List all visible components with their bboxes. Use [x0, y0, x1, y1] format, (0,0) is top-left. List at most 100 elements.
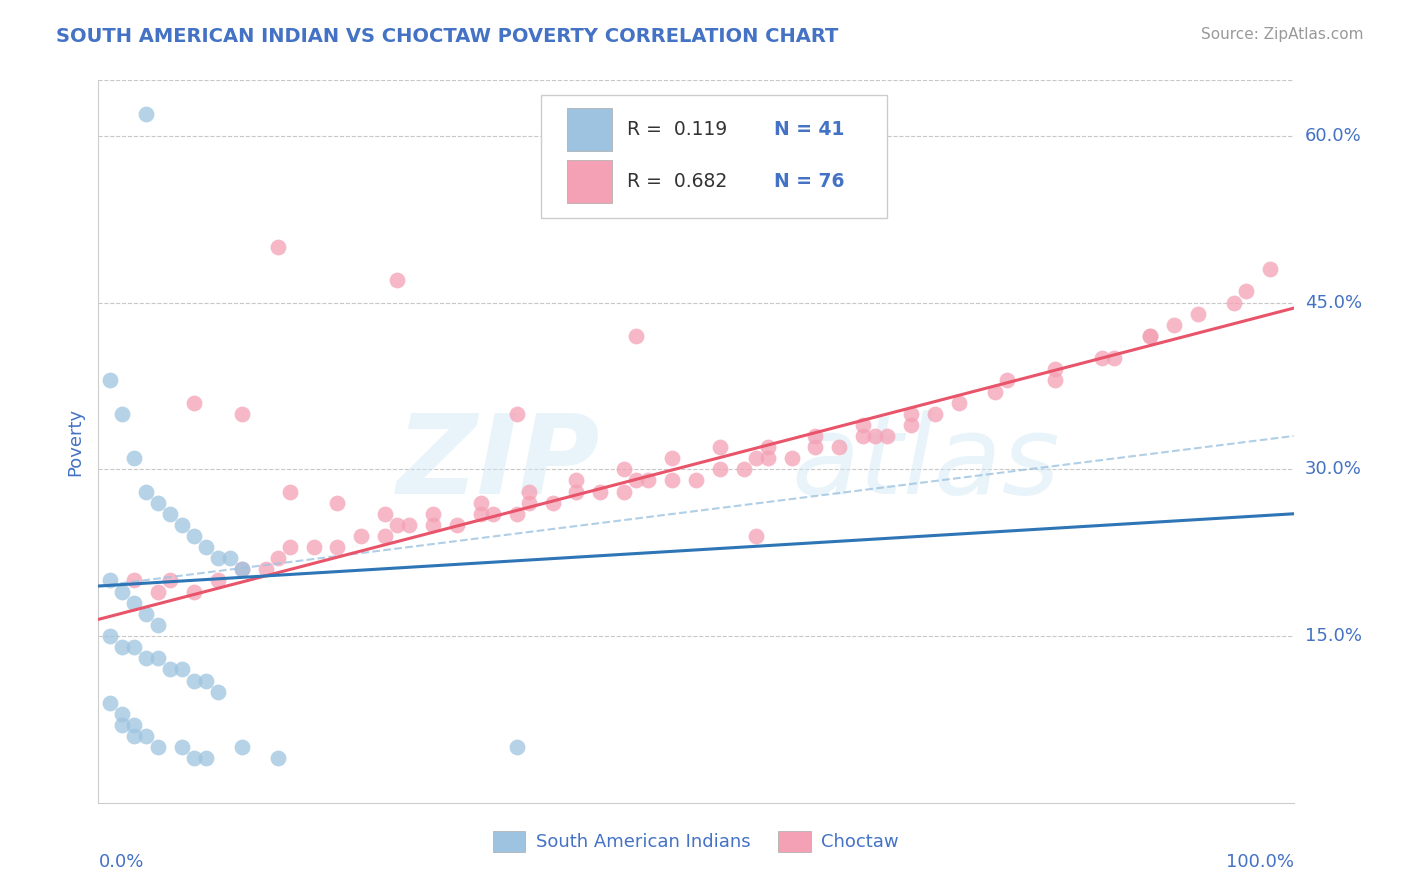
Point	[267, 240, 290, 254]
Point	[900, 407, 922, 421]
Point	[948, 395, 970, 409]
Point	[111, 718, 134, 732]
Point	[984, 384, 1007, 399]
Point	[900, 417, 922, 432]
Point	[135, 607, 157, 621]
Point	[506, 507, 529, 521]
Point	[183, 395, 205, 409]
Y-axis label: Poverty: Poverty	[66, 408, 84, 475]
Point	[565, 484, 588, 499]
Point	[422, 517, 444, 532]
Point	[1163, 318, 1185, 332]
Point	[231, 562, 253, 576]
Point	[111, 640, 134, 655]
Text: 60.0%: 60.0%	[1305, 127, 1361, 145]
Point	[148, 651, 170, 665]
Point	[135, 729, 157, 743]
Point	[183, 584, 205, 599]
Point	[780, 451, 803, 466]
FancyBboxPatch shape	[541, 95, 887, 218]
Point	[1234, 285, 1257, 299]
Text: SOUTH AMERICAN INDIAN VS CHOCTAW POVERTY CORRELATION CHART: SOUTH AMERICAN INDIAN VS CHOCTAW POVERTY…	[56, 27, 838, 45]
Text: R =  0.119: R = 0.119	[627, 120, 727, 139]
Point	[159, 574, 181, 588]
Point	[924, 407, 946, 421]
Point	[506, 407, 529, 421]
Point	[589, 484, 612, 499]
Point	[1091, 351, 1114, 366]
Point	[172, 740, 194, 755]
FancyBboxPatch shape	[567, 108, 613, 151]
Point	[219, 551, 242, 566]
Point	[733, 462, 755, 476]
Point	[470, 507, 492, 521]
Point	[1139, 329, 1161, 343]
Point	[865, 429, 887, 443]
Point	[111, 407, 134, 421]
Point	[422, 507, 444, 521]
Text: 15.0%: 15.0%	[1305, 627, 1361, 645]
Point	[124, 451, 146, 466]
Text: Source: ZipAtlas.com: Source: ZipAtlas.com	[1201, 27, 1364, 42]
Point	[637, 474, 659, 488]
Point	[804, 429, 827, 443]
Point	[1043, 373, 1066, 387]
Point	[828, 440, 851, 454]
Point	[446, 517, 468, 532]
Legend: South American Indians, Choctaw: South American Indians, Choctaw	[485, 823, 907, 859]
Point	[231, 407, 253, 421]
Point	[148, 584, 170, 599]
Point	[1223, 295, 1246, 310]
Text: N = 76: N = 76	[773, 172, 844, 191]
Point	[626, 474, 648, 488]
Point	[1139, 329, 1161, 343]
Point	[135, 106, 157, 120]
Point	[207, 574, 229, 588]
Point	[517, 484, 540, 499]
Point	[124, 718, 146, 732]
Point	[385, 517, 409, 532]
Point	[183, 529, 205, 543]
Point	[124, 596, 146, 610]
Point	[756, 440, 779, 454]
Point	[482, 507, 505, 521]
Point	[159, 507, 181, 521]
Point	[124, 574, 146, 588]
Point	[207, 551, 229, 566]
Point	[506, 740, 529, 755]
Point	[745, 529, 768, 543]
Point	[995, 373, 1018, 387]
Point	[267, 751, 290, 765]
Point	[278, 484, 301, 499]
Point	[98, 629, 122, 643]
Point	[876, 429, 898, 443]
Point	[148, 740, 170, 755]
Point	[135, 484, 157, 499]
Point	[172, 517, 194, 532]
Point	[159, 662, 181, 676]
Point	[195, 540, 218, 554]
Point	[661, 451, 683, 466]
Point	[374, 529, 396, 543]
Point	[326, 496, 349, 510]
Text: 45.0%: 45.0%	[1305, 293, 1362, 311]
Text: 0.0%: 0.0%	[98, 854, 143, 871]
Point	[756, 451, 779, 466]
Point	[148, 496, 170, 510]
Point	[135, 651, 157, 665]
Point	[350, 529, 373, 543]
Point	[183, 751, 205, 765]
Point	[267, 551, 290, 566]
Text: N = 41: N = 41	[773, 120, 844, 139]
Point	[661, 474, 683, 488]
Point	[626, 329, 648, 343]
Point	[1104, 351, 1126, 366]
Point	[804, 440, 827, 454]
Point	[398, 517, 420, 532]
Point	[98, 574, 122, 588]
Point	[326, 540, 349, 554]
Point	[124, 640, 146, 655]
Point	[385, 273, 409, 287]
Point	[852, 429, 875, 443]
Point	[183, 673, 205, 688]
